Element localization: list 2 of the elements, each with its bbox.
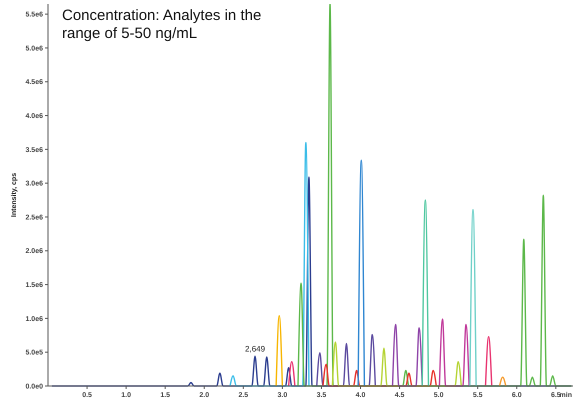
annotation: 2,649 <box>245 344 266 354</box>
text: Concentration: Analytes in the range of 5-50 ng/mL <box>62 7 262 42</box>
